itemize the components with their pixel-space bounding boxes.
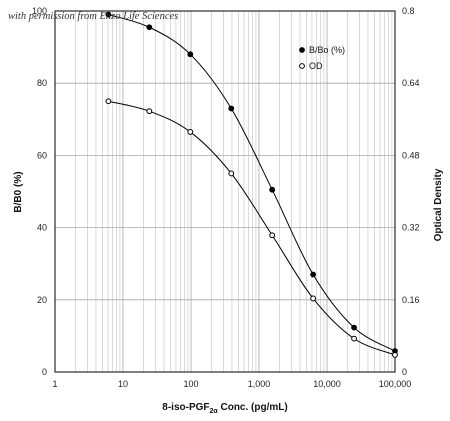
x-tick-label: 1: [52, 379, 57, 389]
data-point-od: [351, 335, 357, 342]
x-axis-title: 8-iso-PGF2α Conc. (pg/mL): [162, 402, 287, 415]
x-tick-label: 10: [118, 379, 128, 389]
y2-tick-label: 0.64: [402, 78, 420, 88]
x-tick-label: 1,000: [248, 379, 271, 389]
series-line-bbo: [108, 14, 396, 352]
x-tick-label: 10,000: [313, 379, 341, 389]
data-point-od: [146, 108, 153, 115]
tick-labels: 1 10 100 1,000 10,000 100,000 0 20 40 60 80 100 0 0.1…: [32, 6, 420, 389]
y2-axis-title: Optical Density: [433, 168, 444, 241]
data-point-bbo: [310, 271, 317, 278]
y2-tick-label: 0.8: [402, 6, 415, 16]
data-point-od: [269, 232, 276, 239]
x-tick-label: 100: [183, 379, 198, 389]
y2-tick-label: 0.48: [402, 150, 420, 160]
data-point-bbo: [269, 186, 276, 193]
series-line-od: [108, 100, 396, 356]
data-point-bbo: [351, 324, 357, 331]
y-axis-title: B/B0 (%): [13, 171, 24, 212]
y-tick-label: 100: [32, 6, 47, 16]
legend-marker-od: [299, 63, 305, 69]
data-point-bbo: [105, 11, 112, 18]
x-axis-title-suffix: Conc. (pg/mL): [218, 402, 288, 413]
data-point-od: [105, 98, 112, 105]
data-point-od: [228, 170, 235, 177]
legend-label-bbo: B/Bo (%): [309, 45, 345, 55]
credit-text: with permission from Enzo Life Sciences: [8, 11, 178, 22]
x-tick-label: 100,000: [379, 379, 412, 389]
legend: B/Bo (%) OD: [299, 45, 345, 71]
legend-label-od: OD: [309, 61, 323, 71]
y2-tick-label: 0: [402, 367, 407, 377]
x-axis-title-subscript: 2α: [210, 408, 219, 415]
y-tick-label: 20: [37, 295, 47, 305]
series-layer: [105, 11, 398, 358]
y2-tick-label: 0.16: [402, 295, 420, 305]
data-point-bbo: [228, 105, 235, 112]
y2-tick-label: 0.32: [402, 223, 420, 233]
plot-frame: [54, 10, 396, 373]
y-tick-label: 40: [37, 223, 47, 233]
y-tick-label: 60: [37, 150, 47, 160]
data-point-od: [392, 351, 398, 358]
data-point-bbo: [187, 51, 194, 58]
legend-marker-bbo: [299, 47, 305, 53]
x-axis-title-main: 8-iso-PGF: [162, 402, 209, 413]
grid-lines: [55, 11, 395, 372]
data-point-od: [310, 295, 317, 302]
data-point-bbo: [146, 24, 153, 31]
y-tick-label: 80: [37, 78, 47, 88]
data-point-od: [187, 129, 194, 135]
y-tick-label: 0: [42, 367, 47, 377]
